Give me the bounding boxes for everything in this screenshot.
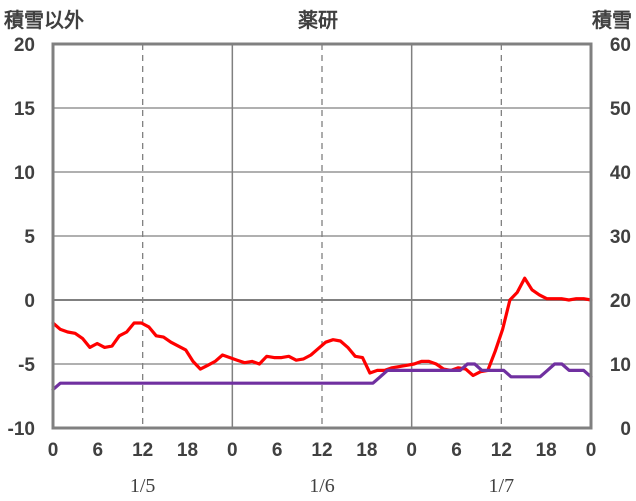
x-tick-label: 12 [311, 440, 332, 461]
right-axis-ticks: 60 50 40 30 20 10 0 [610, 35, 631, 440]
grid-lines [53, 44, 591, 428]
right-tick-label: 30 [610, 227, 631, 248]
x-tick-label: 6 [93, 440, 104, 461]
x-tick-label: 12 [132, 440, 153, 461]
right-tick-label: 50 [610, 99, 631, 120]
x-tick-label: 18 [536, 440, 557, 461]
x-tick-label: 0 [48, 440, 59, 461]
left-tick-label: 5 [24, 227, 35, 248]
left-tick-label: -5 [18, 355, 35, 376]
x-axis-ticks: 0 6 12 18 0 6 12 18 0 6 12 18 0 [48, 440, 597, 461]
x-tick-label: 0 [227, 440, 238, 461]
left-tick-label: -10 [8, 419, 35, 440]
series-lines [51, 276, 593, 392]
right-tick-label: 10 [610, 355, 631, 376]
series-line-1 [51, 276, 593, 378]
x-tick-label: 6 [451, 440, 462, 461]
right-tick-label: 0 [620, 419, 631, 440]
left-tick-label: 10 [14, 163, 35, 184]
right-axis-label: 積雪 [592, 9, 632, 32]
left-axis-label: 積雪以外 [4, 8, 84, 32]
left-tick-label: 15 [14, 99, 36, 120]
series-line-2 [51, 362, 593, 392]
chart-title: 薬研 [298, 8, 338, 32]
x-tick-label: 12 [491, 440, 512, 461]
right-tick-label: 40 [610, 163, 631, 184]
x-tick-label: 18 [356, 440, 377, 461]
left-axis-ticks: 20 15 10 5 0 -5 -10 [8, 35, 36, 440]
right-tick-label: 60 [610, 35, 631, 56]
x-tick-label: 0 [586, 440, 597, 461]
date-label: 1/7 [489, 475, 515, 497]
x-tick-label: 6 [272, 440, 283, 461]
left-tick-label: 0 [24, 291, 35, 312]
x-tick-label: 18 [177, 440, 198, 461]
left-tick-label: 20 [14, 35, 35, 56]
date-label: 1/6 [309, 475, 335, 497]
date-labels: 1/5 1/6 1/7 [130, 475, 514, 497]
right-tick-label: 20 [610, 291, 631, 312]
plot-frame [51, 42, 593, 430]
date-label: 1/5 [130, 475, 156, 497]
x-tick-label: 0 [406, 440, 417, 461]
